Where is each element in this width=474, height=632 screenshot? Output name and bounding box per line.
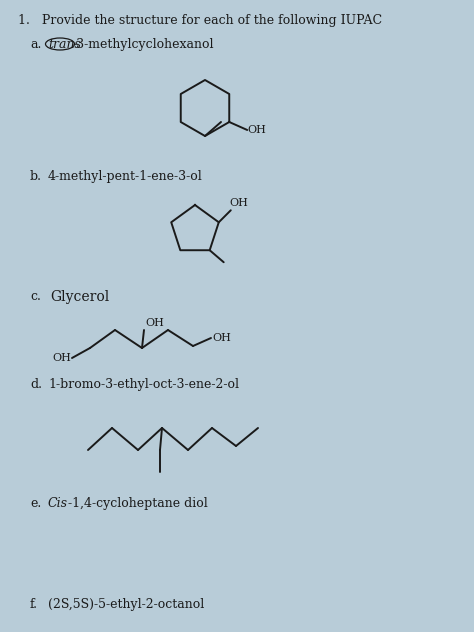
Text: a.: a.	[30, 38, 41, 51]
Text: Glycerol: Glycerol	[50, 290, 109, 304]
Text: -1,4-cycloheptane diol: -1,4-cycloheptane diol	[68, 497, 208, 510]
Text: d.: d.	[30, 378, 42, 391]
Text: 1.   Provide the structure for each of the following IUPAC: 1. Provide the structure for each of the…	[18, 14, 382, 27]
Text: c.: c.	[30, 290, 41, 303]
Text: OH: OH	[247, 125, 266, 135]
Text: 4-methyl-pent-1-ene-3-ol: 4-methyl-pent-1-ene-3-ol	[48, 170, 203, 183]
Text: (2S,5S)-5-ethyl-2-octanol: (2S,5S)-5-ethyl-2-octanol	[48, 598, 204, 611]
Text: trans: trans	[48, 38, 81, 51]
Text: f.: f.	[30, 598, 38, 611]
Text: e.: e.	[30, 497, 41, 510]
Text: OH: OH	[230, 198, 249, 209]
Text: -3-methylcyclohexanol: -3-methylcyclohexanol	[73, 38, 215, 51]
Text: OH: OH	[212, 333, 231, 343]
Text: Cis: Cis	[48, 497, 68, 510]
Text: 1-bromo-3-ethyl-oct-3-ene-2-ol: 1-bromo-3-ethyl-oct-3-ene-2-ol	[48, 378, 239, 391]
Text: OH: OH	[145, 318, 164, 328]
Text: b.: b.	[30, 170, 42, 183]
Text: OH: OH	[52, 353, 71, 363]
